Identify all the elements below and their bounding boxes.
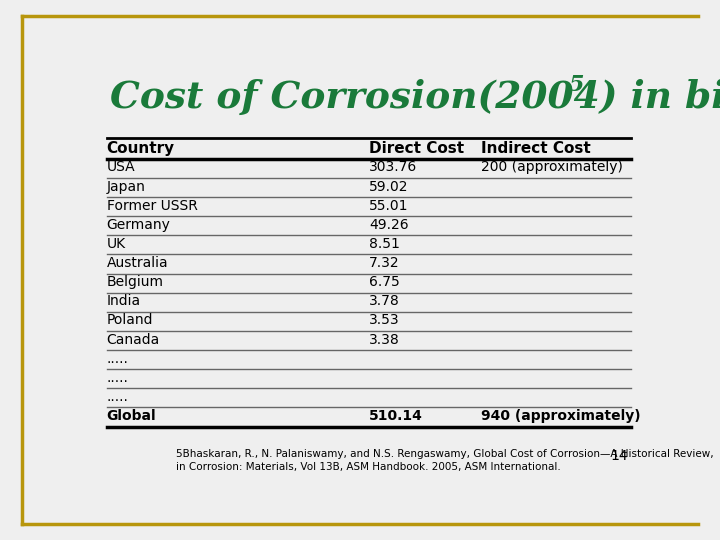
Text: Germany: Germany (107, 218, 171, 232)
Text: 5: 5 (569, 74, 584, 96)
Text: Australia: Australia (107, 256, 168, 270)
Text: 303.76: 303.76 (369, 160, 418, 174)
Text: USA: USA (107, 160, 135, 174)
Text: Belgium: Belgium (107, 275, 163, 289)
Text: 59.02: 59.02 (369, 179, 408, 193)
Text: in Corrosion: Materials, Vol 13B, ASM Handbook. 2005, ASM International.: in Corrosion: Materials, Vol 13B, ASM Ha… (176, 462, 562, 472)
Text: Poland: Poland (107, 313, 153, 327)
Text: Canada: Canada (107, 333, 160, 347)
Text: 3.78: 3.78 (369, 294, 400, 308)
Text: 8.51: 8.51 (369, 237, 400, 251)
Text: UK: UK (107, 237, 126, 251)
Text: .....: ..... (107, 390, 129, 404)
Text: 200 (approximately): 200 (approximately) (481, 160, 623, 174)
Text: Former USSR: Former USSR (107, 199, 197, 213)
Text: .....: ..... (107, 352, 129, 366)
Text: Direct Cost: Direct Cost (369, 141, 464, 156)
Text: 49.26: 49.26 (369, 218, 409, 232)
Text: Indirect Cost: Indirect Cost (481, 141, 590, 156)
Text: 3.53: 3.53 (369, 313, 400, 327)
Text: 940 (approximately): 940 (approximately) (481, 409, 640, 423)
Text: Country: Country (107, 141, 175, 156)
Text: .....: ..... (107, 371, 129, 385)
Text: Japan: Japan (107, 179, 145, 193)
Text: 3.38: 3.38 (369, 333, 400, 347)
Text: India: India (107, 294, 141, 308)
Text: 6.75: 6.75 (369, 275, 400, 289)
Text: 14: 14 (611, 449, 629, 463)
Text: Global: Global (107, 409, 156, 423)
Text: 510.14: 510.14 (369, 409, 423, 423)
Text: 55.01: 55.01 (369, 199, 408, 213)
Text: 7.32: 7.32 (369, 256, 400, 270)
Text: 5Bhaskaran, R., N. Palaniswamy, and N.S. Rengaswamy, Global Cost of Corrosion—A : 5Bhaskaran, R., N. Palaniswamy, and N.S.… (176, 449, 714, 460)
Text: Cost of Corrosion(2004) in billion US$: Cost of Corrosion(2004) in billion US$ (109, 79, 720, 116)
